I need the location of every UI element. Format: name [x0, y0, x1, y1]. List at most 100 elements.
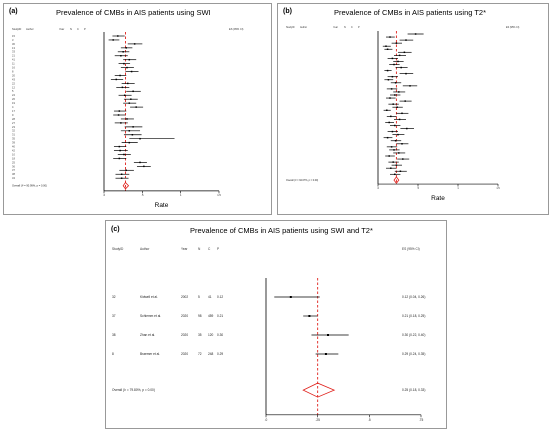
study-id: 12 [12, 85, 15, 89]
column-header: StudyID [12, 27, 21, 31]
point-estimate [128, 141, 131, 144]
overall-label: Overall (I² = 79.80%, p = 0.00) [112, 388, 155, 392]
point-estimate [390, 115, 392, 118]
overall-diamond [302, 382, 336, 398]
overall-label: Overall (I² = 90.99%, p = 0.00) [12, 184, 47, 188]
column-header: N [70, 27, 72, 31]
point-estimate [394, 140, 397, 142]
point-estimate [390, 88, 393, 90]
study-id: 27 [12, 121, 15, 125]
point-estimate [398, 91, 400, 93]
panel-c-label: (c) [111, 226, 120, 233]
study-id: 25 [12, 160, 15, 164]
study-id: 9 [12, 113, 14, 117]
study-id: 34 [12, 176, 15, 180]
x-tick-label: 1.5 [496, 187, 500, 190]
study-id: 39 [12, 141, 15, 145]
column-header: ES (95% CI) [402, 247, 420, 251]
point-estimate [393, 149, 395, 151]
point-estimate [139, 161, 141, 164]
panel-c: (c) Prevalence of CMBs in AIS patients u… [105, 220, 447, 429]
point-estimate [388, 121, 390, 124]
point-estimate [133, 43, 136, 45]
study-id: 28 [12, 117, 15, 121]
column-header: P [358, 26, 360, 29]
table-cell: 2020 [181, 314, 188, 318]
study-id: 21 [12, 54, 15, 58]
x-tick-label: 1.5 [217, 193, 221, 197]
table-cell: 2020 [181, 352, 188, 356]
point-estimate [386, 69, 389, 72]
point-estimate [120, 55, 122, 57]
point-estimate [398, 54, 401, 57]
point-estimate [132, 126, 134, 128]
point-estimate [118, 145, 121, 148]
table-cell: 32 [112, 295, 116, 299]
table-cell: 37 [112, 314, 116, 318]
table-cell: 0.21 [217, 314, 223, 318]
point-estimate [400, 66, 402, 69]
table-cell: 459 [208, 314, 214, 318]
point-estimate [128, 102, 131, 104]
study-id: 26 [12, 97, 15, 101]
x-tick-label: .5 [368, 418, 371, 422]
point-estimate [409, 85, 411, 87]
study-id: 31 [12, 133, 15, 137]
point-estimate [404, 100, 406, 102]
point-estimate [130, 98, 132, 100]
study-id: 10 [12, 152, 15, 156]
point-estimate [389, 36, 391, 38]
table-cell: 0.12 [217, 295, 223, 299]
point-estimate [390, 146, 393, 148]
table-cell: 72 [198, 352, 202, 356]
point-estimate [130, 70, 133, 73]
x-tick-label: .0 [265, 418, 268, 422]
point-estimate [120, 122, 122, 124]
point-estimate [391, 130, 394, 133]
overall-es-label: 0.25 (0.18, 0.33) [402, 388, 425, 392]
point-estimate [120, 173, 123, 175]
point-estimate [118, 157, 121, 160]
point-estimate [121, 86, 124, 89]
point-estimate [388, 155, 390, 157]
point-estimate [393, 63, 395, 66]
table-cell: Schlemm et al. [140, 314, 161, 318]
point-estimate [131, 134, 134, 136]
point-estimate [132, 90, 134, 93]
point-estimate [394, 94, 396, 96]
table-cell: 2020 [181, 333, 188, 337]
point-estimate [122, 51, 124, 53]
point-estimate [386, 48, 389, 50]
table-cell: 98 [198, 314, 202, 318]
panel-b: (b) Prevalence of CMBs in AIS patients u… [277, 3, 549, 215]
point-estimate [390, 167, 392, 169]
forest-plot-b: StudyID Author Year N C P ES (95% CI) Overall (… [286, 26, 519, 202]
point-estimate [115, 78, 118, 81]
table-cell: 5 [198, 295, 200, 299]
study-id: 23 [12, 125, 15, 129]
point-estimate [118, 110, 121, 112]
point-estimate [399, 170, 402, 172]
point-estimate [123, 153, 125, 156]
table-cell: 41 [208, 295, 212, 299]
study-id: 37 [12, 168, 15, 172]
point-estimate [392, 161, 394, 163]
study-id: 16 [12, 66, 15, 70]
study-id: 13 [12, 46, 15, 50]
x-tick-label: 1 [180, 193, 182, 197]
point-estimate [394, 173, 396, 176]
column-header: Author [140, 247, 150, 251]
point-estimate [403, 51, 406, 54]
study-id: 36 [12, 164, 15, 168]
point-estimate [125, 169, 127, 172]
point-estimate [117, 35, 119, 37]
study-id: 5 [12, 89, 14, 93]
point-estimate [112, 39, 114, 41]
x-tick-label: .0 [103, 193, 106, 197]
study-id: 8 [12, 69, 14, 73]
study-id: 32 [12, 129, 15, 133]
panel-b-title: Prevalence of CMBs in AIS patients using… [334, 8, 487, 17]
column-header: C [77, 27, 79, 31]
x-tick-label: 1 [457, 187, 459, 190]
point-estimate [123, 62, 125, 65]
